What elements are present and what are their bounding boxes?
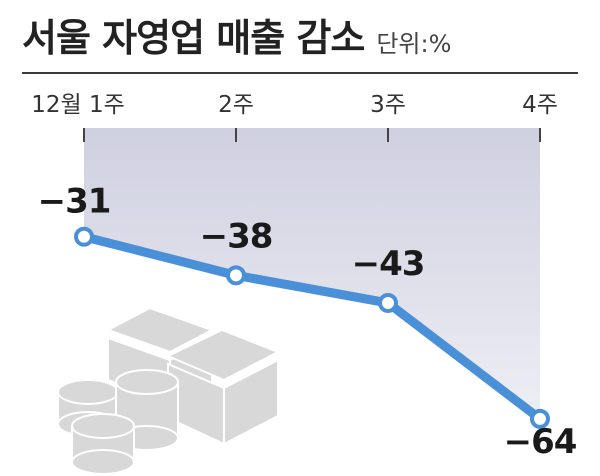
data-point: [226, 265, 246, 286]
data-point: [378, 292, 398, 313]
x-tick-label: 3주: [370, 92, 406, 118]
header-rule: [22, 72, 578, 74]
chart-title: 서울 자영업 매출 감소: [22, 16, 365, 60]
data-label: −31: [38, 182, 111, 222]
x-tick-label: 12월 1주: [31, 92, 125, 118]
unit-label: 단위:%: [376, 30, 452, 58]
x-tick-label: 2주: [218, 92, 254, 118]
x-tick-label: 4주: [522, 92, 558, 118]
data-label: −64: [504, 422, 577, 462]
title-row: 서울 자영업 매출 감소 단위:%: [22, 6, 451, 62]
data-label: −38: [200, 216, 273, 256]
data-point: [530, 408, 550, 429]
series-line: [79, 232, 545, 424]
coins-illustration: [57, 306, 281, 475]
banknote-stack-front: [165, 328, 281, 446]
data-point: [74, 226, 94, 247]
coin-stack-right: [71, 413, 135, 475]
shaded-area: [84, 128, 540, 419]
data-label: −43: [352, 244, 425, 284]
